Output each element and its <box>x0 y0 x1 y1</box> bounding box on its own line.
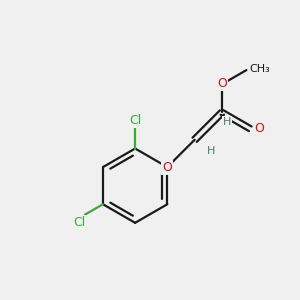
Text: H: H <box>206 146 215 156</box>
Text: O: O <box>254 122 264 135</box>
Text: CH₃: CH₃ <box>249 64 270 74</box>
Text: Cl: Cl <box>73 216 85 229</box>
Text: O: O <box>162 160 172 174</box>
Text: H: H <box>223 117 231 127</box>
Text: O: O <box>217 77 227 90</box>
Text: Cl: Cl <box>129 114 141 127</box>
